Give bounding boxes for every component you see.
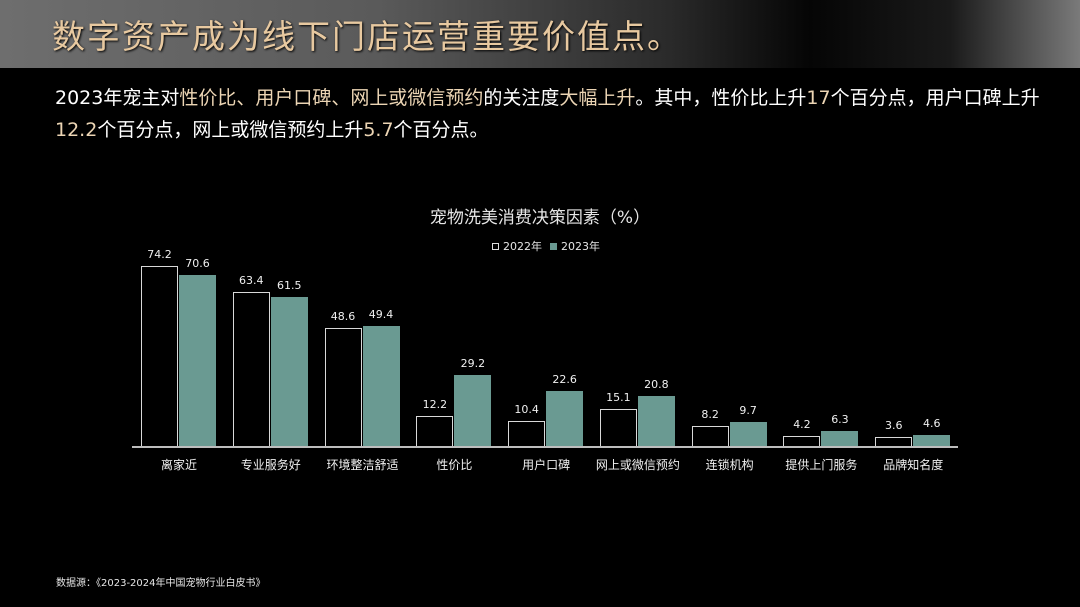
bar-2022 [508,420,546,446]
category-label: 品牌知名度 [883,458,944,472]
category-label: 离家近 [160,458,197,472]
summary-segment: 个百分点，用户口碑上升 [830,87,1040,109]
summary-segment: 。其中，性价比上升 [635,87,807,109]
summary-segment: 个百分点，网上或微信预约上升 [97,119,364,141]
bar-2023 [637,395,675,446]
summary-highlight: 性价比、用户口碑、网上或微信预约 [179,87,484,109]
header-banner: 数字资产成为线下门店运营重要价值点。 [0,0,1080,68]
bar-2022 [324,328,362,446]
summary-segment: 的关注度 [483,87,560,109]
summary-text: 2023年宠主对性价比、用户口碑、网上或微信预约的关注度大幅上升。其中，性价比上… [55,82,1045,146]
data-label: 61.5 [277,278,302,292]
bar-group: 4.2 6.3 [774,250,866,446]
category-label: 专业服务好 [240,458,301,472]
summary-segment: 个百分点。 [393,119,489,141]
summary-highlight: 5.7 [363,119,394,141]
data-label: 22.6 [552,373,577,387]
bar-2023 [179,274,216,446]
chart-title: 宠物洗美消费决策因素（%） [429,208,651,228]
bar-2022 [599,409,637,446]
data-label: 49.4 [368,308,394,322]
data-source-note: 数据源：《2023-2024年中国宠物行业白皮书》 [56,578,266,589]
legend-swatch-2022 [492,242,499,250]
bar-2022 [141,266,178,446]
bar-2023 [913,434,951,446]
bar-2023 [546,391,584,446]
data-label: 29.2 [460,357,486,371]
bar-2022 [691,426,729,446]
data-label: 6.3 [831,412,849,426]
bar-2022 [783,435,821,446]
chart-legend: 2022年 2023年 [492,238,600,254]
bar-group: 63.4 61.5 [224,250,316,446]
category-label: 网上或微信预约 [595,458,680,472]
bar-group: 48.6 49.4 [316,250,408,446]
bar-group: 15.1 20.8 [591,250,683,446]
bar-group: 12.2 29.2 [407,250,499,446]
data-label: 4.6 [922,416,941,430]
bar-group: 74.2 70.6 [132,248,224,446]
category-label: 用户口碑 [522,458,571,472]
data-label: 10.4 [514,402,539,416]
category-label: 连锁机构 [705,458,754,472]
bar-2022 [416,416,454,446]
bar-2023 [454,375,492,446]
summary-highlight: 大幅上升 [559,87,636,109]
bar-group: 8.2 9.7 [683,250,775,446]
bar-2023 [270,296,308,446]
bar-group: 10.4 22.6 [499,250,591,446]
bar-chart-plot: 74.2 70.6 63.4 61.5 48.6 49.4 12.2 29.2 10.4 22.6… [132,248,958,448]
bar-2023 [729,422,767,446]
summary-segment: 2023年宠主对 [55,87,180,109]
bar-2023 [821,430,859,446]
data-label: 12.2 [422,398,448,412]
legend-label-2022: 2022年 [503,240,542,253]
category-label: 性价比 [436,458,473,472]
data-label: 8.2 [701,408,719,422]
bar-group: 3.6 4.6 [866,250,958,446]
legend-swatch-2023 [550,242,557,250]
x-axis-line [132,446,958,448]
data-label: 4.2 [793,417,811,431]
category-label: 环境整洁舒适 [326,458,399,472]
data-label: 3.6 [884,419,903,433]
data-label: 74.2 [147,248,172,261]
data-label: 48.6 [330,310,356,324]
page-title: 数字资产成为线下门店运营重要价值点。 [52,17,682,56]
summary-highlight: 17 [806,87,831,109]
bar-2022 [232,292,270,446]
bar-2023 [362,326,400,446]
data-label: 20.8 [644,377,669,391]
summary-highlight: 12.2 [55,119,98,141]
data-label: 63.4 [239,274,264,288]
data-label: 70.6 [185,256,210,270]
data-label: 9.7 [739,404,757,418]
legend-label-2023: 2023年 [561,240,600,253]
data-label: 15.1 [606,391,631,405]
category-label: 提供上门服务 [785,458,858,472]
bar-2022 [875,437,913,446]
